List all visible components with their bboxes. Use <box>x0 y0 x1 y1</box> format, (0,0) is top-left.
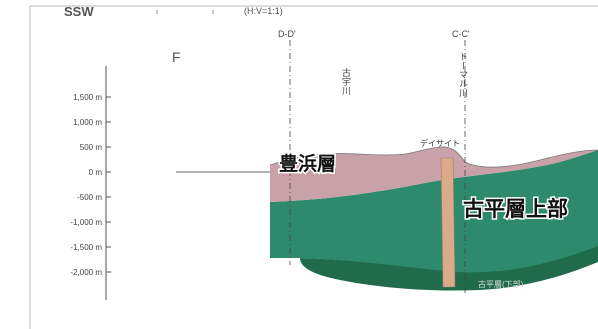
geology-layers <box>176 146 598 291</box>
topographic-surface <box>269 146 598 168</box>
elevation-tick-label: 500 m <box>80 143 103 152</box>
toyohama-formation-layer <box>270 146 598 202</box>
elevation-tick-label: -1,500 m <box>70 243 102 252</box>
block-label: F <box>172 49 181 65</box>
elevation-tick-label: -1,000 m <box>70 218 102 227</box>
elevation-tick-label: -2,000 m <box>70 268 102 277</box>
direction-label: SSW <box>64 4 94 19</box>
scale-note: (H:V=1:1) <box>244 6 283 16</box>
section-line-c-label: C-C' <box>452 29 470 39</box>
dacite-label: デイサイト <box>420 138 460 148</box>
deep-unit-label: 古平層(下部) <box>478 279 524 289</box>
elevation-axis: 1,500 m 1,000 m 500 m 0 m -500 m -1,000 m -1,5… <box>70 66 111 300</box>
furuhira-upper-formation-label: 古平層上部 <box>463 197 568 221</box>
elevation-tick-label: 1,500 m <box>73 93 102 102</box>
section-lines: D-D' C-C' <box>278 29 470 295</box>
lower-unit-layer <box>300 242 598 291</box>
river-label-tomaru: トーマル川 <box>458 52 468 97</box>
toyohama-formation-label: 豊浜層 <box>279 152 336 175</box>
section-line-d-label: D-D' <box>278 29 296 39</box>
elevation-tick-label: 1,000 m <box>73 118 102 127</box>
elevation-tick-label: -500 m <box>77 193 102 202</box>
furuhira-upper-formation-layer <box>270 150 598 273</box>
dacite-dike <box>440 157 456 288</box>
river-label-furu: 古宇川 <box>341 67 351 95</box>
elevation-tick-label: 0 m <box>89 168 103 177</box>
river-labels: 古宇川 トーマル川 <box>341 52 468 97</box>
